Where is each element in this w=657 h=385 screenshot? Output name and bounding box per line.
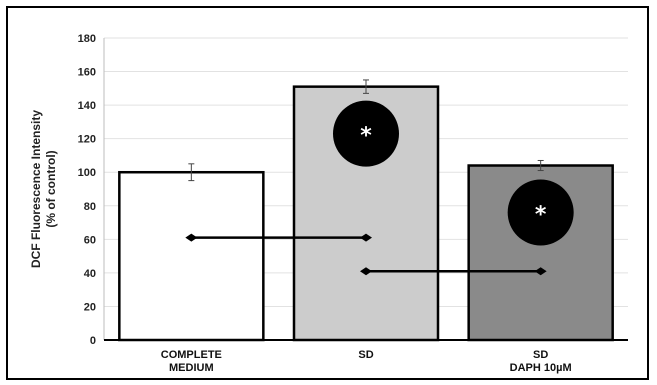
x-category-label: SD — [358, 349, 373, 361]
y-axis-label-line: (% of control) — [44, 150, 58, 227]
x-category-label-line: DAPH 10µM — [510, 362, 572, 374]
comparison-line-marker — [360, 267, 372, 276]
comparison-line-marker — [534, 267, 547, 276]
y-tick-label: 80 — [84, 201, 96, 213]
comparison-line-marker — [360, 233, 372, 242]
x-category-label-line: SD — [533, 349, 548, 361]
y-tick-label: 40 — [84, 268, 96, 280]
y-tick-label: 20 — [84, 301, 96, 313]
significance-circle — [507, 179, 574, 246]
y-axis-label-line: DCF Fluorescence Intensity — [29, 110, 43, 268]
y-tick-label: 160 — [78, 67, 96, 79]
y-tick-label: 120 — [78, 134, 96, 146]
x-category-label: SD DAPH 10µM — [510, 349, 572, 374]
x-category-label-line: SD — [358, 349, 373, 361]
y-tick-label: 100 — [78, 167, 96, 179]
comparison-line-marker — [185, 233, 198, 242]
x-category-label: COMPLETE MEDIUM — [161, 349, 222, 374]
significance-circle — [333, 100, 399, 167]
x-category-label-line: COMPLETE — [161, 349, 222, 361]
x-category-label-line: MEDIUM — [169, 362, 214, 374]
y-tick-label: 180 — [78, 33, 96, 45]
y-axis-label: DCF Fluorescence Intensity(% of control) — [29, 110, 58, 268]
y-tick-label: 60 — [84, 234, 96, 246]
significance-asterisk: * — [360, 124, 372, 149]
bar — [118, 170, 265, 342]
significance-asterisk: * — [535, 202, 547, 227]
y-tick-label: 0 — [90, 335, 96, 347]
y-tick-label: 140 — [78, 100, 96, 112]
